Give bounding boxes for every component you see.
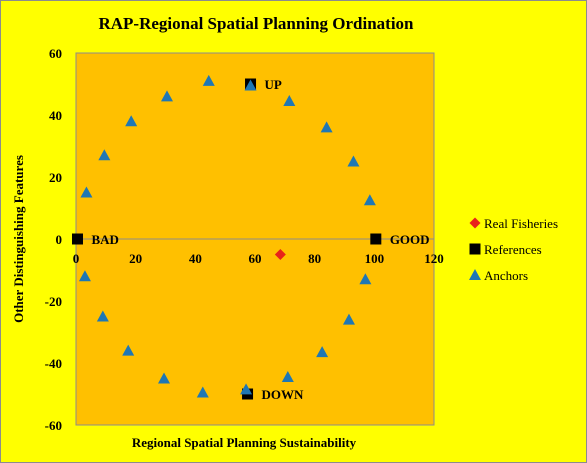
x-tick-label: 0	[73, 251, 80, 266]
anchor-point	[283, 95, 296, 107]
legend-reference-marker	[469, 243, 481, 255]
x-tick-label: 40	[189, 251, 202, 266]
reference-point	[71, 233, 83, 245]
x-axis-title: Regional Spatial Planning Sustainability	[132, 435, 357, 450]
y-tick-label: -20	[45, 294, 62, 309]
legend-real-fisheries-marker	[469, 217, 481, 229]
anchor-point	[196, 386, 209, 398]
anchor-point	[160, 90, 173, 102]
y-tick-label: 40	[49, 108, 62, 123]
anchor-point	[347, 155, 360, 167]
x-tick-label: 60	[249, 251, 262, 266]
reference-label-good: GOOD	[390, 232, 430, 247]
y-tick-label: 20	[49, 170, 62, 185]
legend-label: Anchors	[484, 268, 528, 283]
anchor-point	[122, 344, 135, 356]
anchor-point	[125, 115, 138, 127]
y-tick-label: -60	[45, 418, 62, 433]
reference-label-down: DOWN	[262, 387, 305, 402]
reference-point	[370, 233, 382, 245]
real-fisheries-point	[274, 249, 286, 260]
y-tick-label: -40	[45, 356, 62, 371]
legend: Real Fisheries References Anchors	[469, 216, 558, 283]
anchor-point	[96, 310, 109, 322]
anchor-point	[98, 149, 111, 161]
legend-label: References	[484, 242, 542, 257]
chart-title: RAP-Regional Spatial Planning Ordination	[98, 14, 414, 33]
anchor-point	[316, 346, 329, 358]
y-tick-group: 60 40 20 0 -20 -40 -60	[45, 46, 62, 433]
y-axis-title: Other Distinguishing Features	[11, 155, 26, 323]
anchor-point	[359, 273, 372, 285]
y-tick-label: 60	[49, 46, 62, 61]
anchor-point	[80, 186, 93, 198]
x-tick-label: 20	[129, 251, 142, 266]
legend-anchor-marker	[469, 269, 481, 280]
reference-label-bad: BAD	[91, 232, 118, 247]
legend-label: Real Fisheries	[484, 216, 558, 231]
reference-label-up: UP	[265, 77, 282, 92]
anchor-point	[78, 270, 91, 282]
anchor-point	[363, 194, 376, 206]
anchor-point	[342, 313, 355, 325]
data-marks: BAD UP GOOD DOWN	[71, 74, 430, 402]
x-tick-label: 80	[308, 251, 321, 266]
anchor-point	[158, 372, 171, 384]
x-tick-label: 120	[424, 251, 444, 266]
anchor-point	[281, 370, 294, 382]
y-tick-label: 0	[56, 232, 63, 247]
x-tick-group: 0 20 40 60 80 100 120	[73, 251, 444, 266]
anchor-point	[320, 121, 333, 133]
anchor-point	[244, 79, 257, 91]
anchor-point	[240, 383, 253, 395]
x-tick-label: 100	[365, 251, 385, 266]
anchor-point	[202, 74, 215, 86]
